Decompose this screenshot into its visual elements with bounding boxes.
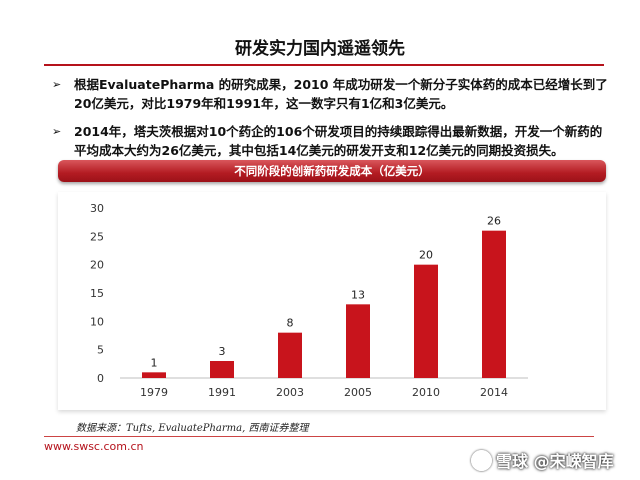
bar-chart: 0 5 10 15 20 25 30 1 1979 3 1991 8 2003 13 2005 20 2010 2… bbox=[90, 202, 528, 399]
watermark-text: 雪球 @宋嵘智库 bbox=[496, 452, 614, 471]
y-tick-label: 0 bbox=[97, 372, 104, 385]
title-divider bbox=[44, 64, 604, 66]
y-tick-label: 10 bbox=[90, 315, 104, 328]
page-title: 研发实力国内遥遥领先 bbox=[235, 39, 405, 59]
bullet-text-2: 2014年，塔夫茨根据对10个药企的106个研发项目的持续跟踪得出最新数据，开发… bbox=[74, 124, 603, 158]
y-tick-label: 30 bbox=[90, 202, 104, 215]
footer-divider bbox=[44, 436, 594, 437]
bar-1991 bbox=[210, 361, 234, 378]
bar-2003 bbox=[278, 332, 302, 378]
bar-2014 bbox=[482, 230, 506, 378]
data-label-2010: 20 bbox=[419, 249, 433, 262]
data-label-2003: 8 bbox=[287, 317, 294, 330]
bullet-item-2: ➢ 2014年，塔夫茨根据对10个药企的106个研发项目的持续跟踪得出最新数据，… bbox=[52, 122, 608, 160]
y-tick-label: 15 bbox=[90, 287, 104, 300]
arrow-bullet-icon: ➢ bbox=[52, 125, 62, 138]
x-tick-label-1979: 1979 bbox=[140, 386, 168, 399]
data-label-2014: 26 bbox=[487, 215, 501, 228]
x-tick-label-2005: 2005 bbox=[344, 386, 372, 399]
x-tick-label-2014: 2014 bbox=[480, 386, 508, 399]
x-tick-label-1991: 1991 bbox=[208, 386, 236, 399]
bar-2010 bbox=[414, 264, 438, 378]
data-label-2005: 13 bbox=[351, 288, 365, 301]
data-label-1991: 3 bbox=[219, 345, 226, 358]
watermark: 雪球 @宋嵘智库 bbox=[471, 448, 614, 472]
y-tick-label: 20 bbox=[90, 259, 104, 272]
snowball-logo-icon bbox=[471, 449, 492, 471]
y-tick-label: 25 bbox=[90, 230, 104, 243]
bullet-text-1: 根据EvaluatePharma 的研究成果，2010 年成功研发一个新分子实体… bbox=[74, 77, 608, 111]
chart-title: 不同阶段的创新药研发成本（亿美元） bbox=[58, 160, 606, 182]
bullet-item-1: ➢ 根据EvaluatePharma 的研究成果，2010 年成功研发一个新分子… bbox=[52, 75, 608, 113]
data-label-1979: 1 bbox=[151, 356, 158, 369]
bar-1979 bbox=[142, 372, 166, 378]
bar-2005 bbox=[346, 304, 370, 378]
source-note: 数据来源：Tufts, EvaluatePharma, 西南证券整理 bbox=[76, 423, 309, 434]
chart-area: 0 5 10 15 20 25 30 1 1979 3 1991 8 2003 13 2005 20 2010 2… bbox=[58, 192, 606, 410]
arrow-bullet-icon: ➢ bbox=[52, 78, 62, 91]
y-tick-label: 5 bbox=[97, 344, 104, 357]
x-tick-label-2010: 2010 bbox=[412, 386, 440, 399]
x-tick-label-2003: 2003 bbox=[276, 386, 304, 399]
footer-url: www.swsc.com.cn bbox=[44, 440, 144, 453]
